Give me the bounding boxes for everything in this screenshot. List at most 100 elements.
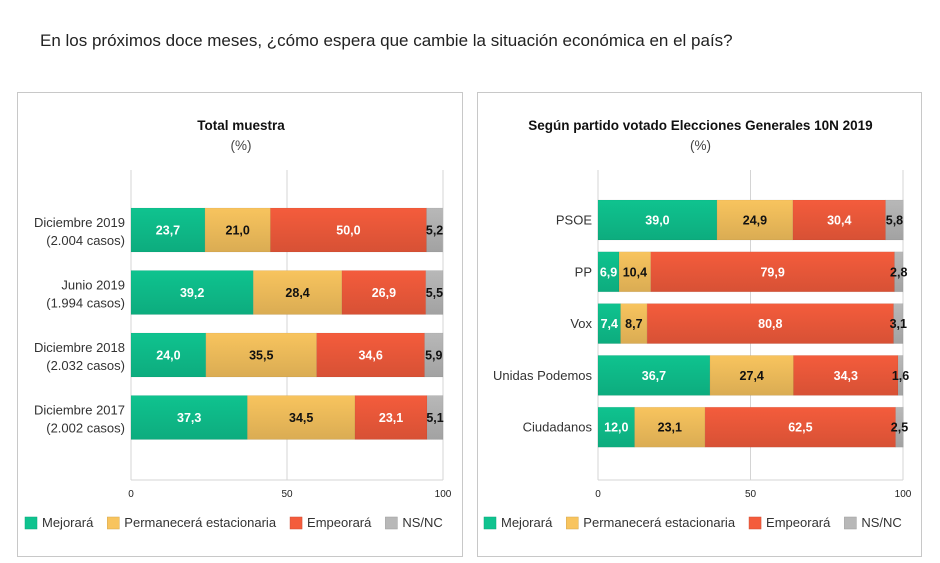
data-label: 30,4 [827,214,851,228]
bar-segment-mejorar- [130,395,248,440]
legend-swatch-ns-nc [844,516,857,530]
chart-total-muestra: Total muestra (%) 0 50 100 Diciembre 2019 (2.0… [24,118,452,530]
data-label: 5,5 [426,286,443,300]
data-label: 62,5 [788,421,812,435]
bar-segment-ns-nc [897,355,904,396]
x-tick-label: 50 [281,489,293,500]
bar-segment-ns-nc [885,199,904,241]
chart-title: Total muestra [197,118,285,133]
bar-segment-ns-nc [894,251,904,293]
data-label: 80,8 [758,317,782,331]
legend-label: Empeorará [766,515,831,530]
data-label: 3,1 [890,317,907,331]
question-title: En los próximos doce meses, ¿cómo espera… [40,31,733,50]
bar-segment-empeorar- [354,395,428,440]
bar-segment-ns-nc [426,207,443,253]
x-tick-label: 0 [128,489,134,500]
legend-swatch-empeorar- [748,516,762,530]
category-label: (2.004 casos) [46,233,125,248]
bar-segment-permanecer-estacionaria [204,207,271,253]
category-label: (2.032 casos) [46,358,125,373]
bar-segment-empeorar- [341,270,427,315]
bar-segment-ns-nc [425,270,444,315]
bar-segment-permanecer-estacionaria [618,251,652,293]
bar-segment-permanecer-estacionaria [247,395,356,440]
data-label: 34,6 [358,349,382,363]
data-label: 23,1 [379,411,403,425]
data-label: 34,5 [289,411,313,425]
category-label: Diciembre 2018 [34,340,125,355]
bar-segment-ns-nc [424,332,444,378]
bar-segment-mejorar- [130,332,207,378]
legend-label: Mejorará [42,515,94,530]
bar-segment-empeorar- [704,406,896,448]
data-label: 50,0 [336,224,360,238]
category-label: (2.002 casos) [46,421,125,436]
data-label: 24,0 [156,349,180,363]
chart-subtitle: (%) [231,138,252,153]
legend-label: Permanecerá estacionaria [583,515,736,530]
data-label: 37,3 [177,411,201,425]
data-label: 23,7 [156,224,180,238]
bar-segment-empeorar- [793,355,899,396]
bar-segment-empeorar- [646,303,894,344]
legend-label: NS/NC [861,515,901,530]
bar-segment-ns-nc [893,303,904,344]
category-label: Diciembre 2019 [34,215,125,230]
data-label: 5,1 [426,411,443,425]
bar-segment-mejorar- [597,199,718,241]
category-label: PSOE [556,213,592,228]
bar-segment-mejorar- [597,355,711,396]
data-label: 5,2 [426,224,443,238]
chart-panel-partido: Según partido votado Elecciones Generale… [477,92,922,557]
data-label: 12,0 [604,421,628,435]
legend-label: Permanecerá estacionaria [124,515,277,530]
data-label: 7,4 [601,317,618,331]
category-label: Junio 2019 [61,278,125,293]
data-label: 39,0 [645,214,669,228]
data-label: 36,7 [642,369,666,383]
bar-segment-permanecer-estacionaria [716,199,794,241]
data-label: 23,1 [658,421,682,435]
category-label: Diciembre 2017 [34,403,125,418]
x-tick-label: 50 [745,489,757,500]
category-label: PP [575,264,592,279]
category-label: Vox [570,316,592,331]
data-label: 26,9 [372,286,396,300]
legend-label: Empeorará [307,515,372,530]
bar-segment-ns-nc [895,406,904,448]
chart-partido: Según partido votado Elecciones Generale… [483,118,912,530]
chart-panel-total-muestra: Total muestra (%) 0 50 100 Diciembre 2019 (2.0… [17,92,463,557]
data-label: 34,3 [834,369,858,383]
bar-segment-empeorar- [270,207,427,253]
data-label: 2,8 [890,265,907,279]
bar-segment-ns-nc [426,395,444,440]
legend-swatch-empeorar- [289,516,303,530]
bar-segment-mejorar- [130,270,254,315]
data-label: 5,9 [425,349,442,363]
bar-segment-permanecer-estacionaria [205,332,317,378]
chart-subtitle: (%) [690,138,711,153]
legend-label: NS/NC [402,515,442,530]
bar-segment-empeorar- [792,199,886,241]
x-tick-label: 100 [435,489,452,500]
legend-swatch-permanecer-estacionaria [566,516,579,530]
bar-segment-mejorar- [130,207,206,253]
category-label: (1.994 casos) [46,296,125,311]
data-label: 35,5 [249,349,273,363]
legend-swatch-mejorar- [24,516,38,530]
data-label: 10,4 [623,265,647,279]
chart-title: Según partido votado Elecciones Generale… [528,118,872,133]
data-label: 79,9 [760,265,784,279]
legend-swatch-permanecer-estacionaria [107,516,120,530]
bar-segment-permanecer-estacionaria [620,303,648,344]
x-tick-label: 0 [595,489,601,500]
data-label: 6,9 [600,265,617,279]
data-label: 8,7 [625,317,642,331]
data-label: 1,6 [892,369,909,383]
data-label: 27,4 [740,369,764,383]
bar-segment-empeorar- [316,332,425,378]
data-label: 2,5 [891,421,908,435]
bar-segment-mejorar- [597,406,635,448]
data-label: 5,8 [886,214,903,228]
